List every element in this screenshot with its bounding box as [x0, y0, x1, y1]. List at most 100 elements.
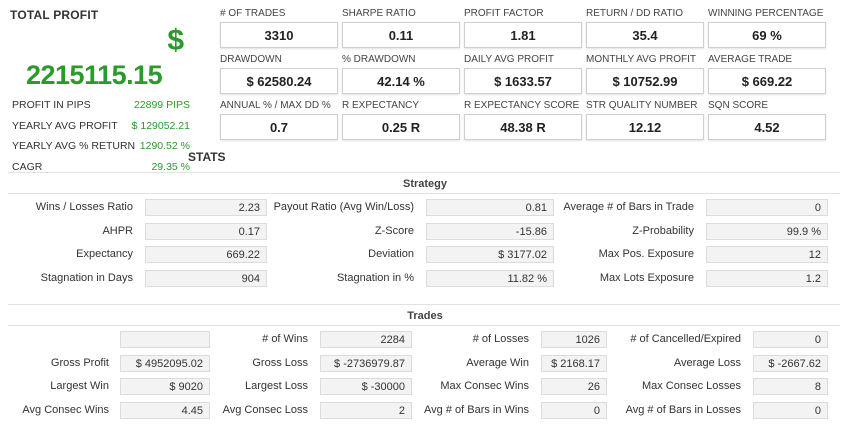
stat-value: $ -2667.62	[753, 354, 828, 372]
metric-card-sharpe: SHARPE RATIO 0.11	[342, 8, 460, 48]
metric-card-return-dd: RETURN / DD RATIO 35.4	[586, 8, 704, 48]
stat-value: 1026	[541, 331, 607, 348]
row-value: 1290.52 %	[139, 140, 190, 152]
stat-value: 0.81	[426, 199, 554, 216]
stat-value: $ 2168.17	[541, 354, 607, 372]
metric-label: ANNUAL % / MAX DD %	[220, 100, 331, 111]
metric-value: 4.52	[708, 114, 826, 140]
metric-value: 0.25 R	[342, 114, 460, 140]
stat-label: Stagnation in Days	[40, 271, 133, 284]
trades-title: Trades	[407, 310, 443, 322]
metric-card-annual-maxdd: ANNUAL % / MAX DD % 0.7	[220, 100, 338, 140]
row-value: 29.35 %	[151, 160, 190, 173]
stat-value: 99.9 %	[706, 222, 828, 240]
yearly-avg-return-row: YEARLY AVG % RETURN 1290.52 %	[12, 139, 190, 160]
stat-label: AHPR	[102, 224, 133, 237]
stat-label: Max Consec Losses	[641, 380, 741, 392]
stat-value: 26	[541, 378, 607, 395]
stat-value: -15.86	[426, 222, 554, 240]
divider	[8, 193, 840, 194]
stat-label: Average Win	[466, 356, 529, 369]
stat-value: 2.23	[145, 199, 267, 216]
strategy-title: Strategy	[402, 178, 448, 190]
stat-label: Max Consec Wins	[440, 380, 529, 392]
metric-label: SHARPE RATIO	[342, 8, 416, 19]
yearly-avg-profit-row: YEARLY AVG PROFIT $ 129052.21	[12, 119, 190, 140]
stat-label: Average Loss	[673, 356, 741, 369]
metric-value: 0.11	[342, 22, 460, 48]
metric-label: STR QUALITY NUMBER	[586, 100, 698, 111]
stat-value: 1.2	[706, 269, 828, 287]
stat-label: Payout Ratio (Avg Win/Loss)	[273, 201, 414, 213]
row-label: PROFIT IN PIPS	[12, 99, 91, 111]
profit-in-pips-row: PROFIT IN PIPS 22899 PIPS	[12, 98, 190, 119]
metric-value: $ 669.22	[708, 68, 826, 94]
metric-label: R EXPECTANCY	[342, 100, 420, 111]
stat-value: 0	[541, 401, 607, 419]
metric-card-profit-factor: PROFIT FACTOR 1.81	[464, 8, 582, 48]
metric-card-trades: # OF TRADES 3310	[220, 8, 338, 48]
stat-value	[120, 331, 210, 348]
stat-label: Avg Consec Wins	[22, 403, 109, 416]
stat-value: 2	[320, 401, 412, 419]
stat-label: Max Pos. Exposure	[598, 248, 694, 260]
metric-label: MONTHLY AVG PROFIT	[586, 54, 697, 65]
stat-label: Deviation	[368, 248, 414, 260]
metric-label: DRAWDOWN	[220, 54, 282, 65]
stat-label: Largest Loss	[245, 380, 308, 392]
metric-card-average-trade: AVERAGE TRADE $ 669.22	[708, 54, 826, 94]
stat-value: $ 4952095.02	[120, 354, 210, 372]
row-label: CAGR	[12, 160, 43, 173]
stat-label: Average # of Bars in Trade	[563, 201, 694, 213]
stat-value: $ -2736979.87	[320, 354, 412, 372]
stat-label: Z-Probability	[632, 224, 694, 237]
stat-value: 0	[753, 401, 828, 419]
stat-label: # of Wins	[262, 333, 308, 345]
stat-value: 0	[753, 331, 828, 348]
stat-label: Avg Consec Loss	[222, 403, 308, 416]
metric-value: 48.38 R	[464, 114, 582, 140]
stat-label: Z-Score	[374, 224, 414, 237]
stat-label: Gross Profit	[50, 356, 109, 369]
metric-label: SQN SCORE	[708, 100, 769, 111]
stat-label: Max Lots Exposure	[599, 271, 694, 284]
stat-value: 904	[145, 269, 267, 287]
metric-label: DAILY AVG PROFIT	[464, 54, 555, 65]
stat-value: 0.17	[145, 222, 267, 240]
metric-card-r-expectancy-score: R EXPECTANCY SCORE 48.38 R	[464, 100, 582, 140]
stat-value: 11.82 %	[426, 269, 554, 287]
metric-card-drawdown: DRAWDOWN $ 62580.24	[220, 54, 338, 94]
metric-value: $ 1633.57	[464, 68, 582, 94]
divider	[8, 172, 840, 173]
divider	[8, 325, 840, 326]
stat-value: $ 3177.02	[426, 246, 554, 263]
stat-label: Largest Win	[50, 380, 109, 392]
metric-card-str-quality: STR QUALITY NUMBER 12.12	[586, 100, 704, 140]
metric-value: 3310	[220, 22, 338, 48]
stat-value: 12	[706, 246, 828, 263]
metric-label: PROFIT FACTOR	[464, 8, 544, 19]
profit-summary-list: PROFIT IN PIPS 22899 PIPS YEARLY AVG PRO…	[12, 98, 190, 180]
stat-label: Avg # of Bars in Wins	[424, 403, 529, 416]
stats-heading: STATS	[188, 150, 226, 164]
stat-value: 0	[706, 199, 828, 216]
stat-label: Avg # of Bars in Losses	[625, 403, 741, 416]
metric-value: 42.14 %	[342, 68, 460, 94]
total-profit-panel: TOTAL PROFIT $ 2215115.15 PROFIT IN PIPS…	[10, 8, 190, 173]
metric-card-monthly-avg: MONTHLY AVG PROFIT $ 10752.99	[586, 54, 704, 94]
row-value: $ 129052.21	[131, 119, 190, 132]
stat-label: Gross Loss	[252, 356, 308, 369]
row-label: YEARLY AVG PROFIT	[12, 119, 118, 132]
metric-value: 12.12	[586, 114, 704, 140]
stat-value: $ -30000	[320, 378, 412, 395]
cagr-row: CAGR 29.35 %	[12, 160, 190, 181]
stat-value: 8	[753, 378, 828, 395]
stat-label: Wins / Losses Ratio	[35, 201, 133, 213]
metric-value: 69 %	[708, 22, 826, 48]
metric-label: R EXPECTANCY SCORE	[464, 100, 580, 111]
stat-value: 2284	[320, 331, 412, 348]
metric-value: $ 62580.24	[220, 68, 338, 94]
stat-label: Stagnation in %	[336, 271, 414, 284]
metric-value: 1.81	[464, 22, 582, 48]
metric-card-daily-avg: DAILY AVG PROFIT $ 1633.57	[464, 54, 582, 94]
